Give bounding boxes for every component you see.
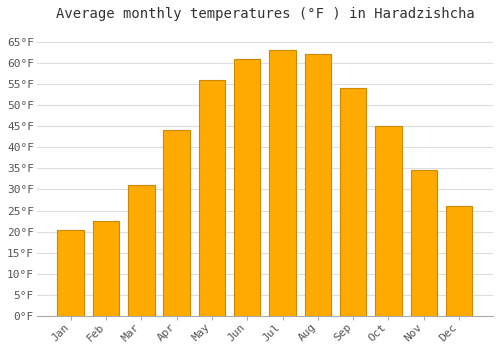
Bar xyxy=(234,58,260,316)
Bar xyxy=(375,126,402,316)
Bar xyxy=(198,80,225,316)
Bar xyxy=(410,170,437,316)
Bar xyxy=(304,54,331,316)
Bar xyxy=(340,88,366,316)
Bar xyxy=(164,130,190,316)
Title: Average monthly temperatures (°F ) in Haradzishcha: Average monthly temperatures (°F ) in Ha… xyxy=(56,7,474,21)
Bar xyxy=(93,221,120,316)
Bar xyxy=(128,185,154,316)
Bar xyxy=(58,230,84,316)
Bar xyxy=(446,206,472,316)
Bar xyxy=(270,50,296,316)
